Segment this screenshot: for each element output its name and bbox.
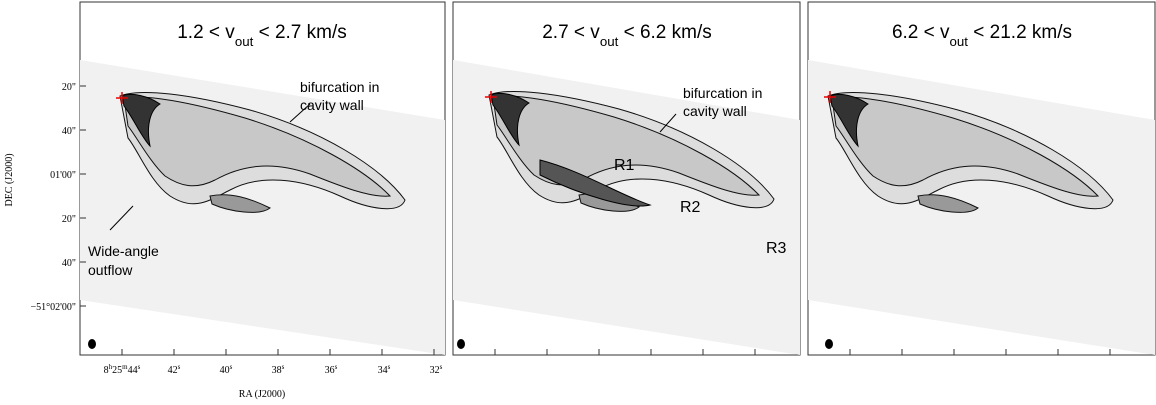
x-tick-label: 42s bbox=[168, 363, 181, 376]
text-part: s bbox=[388, 363, 391, 371]
x-tick-label: 8h25m44s bbox=[104, 363, 141, 376]
text-part: 8 bbox=[104, 365, 109, 376]
text-part: 42 bbox=[168, 365, 178, 376]
source-marker bbox=[485, 91, 497, 103]
text-part: s bbox=[440, 363, 443, 371]
text-part: s bbox=[230, 363, 233, 371]
text-part: 25 bbox=[112, 365, 122, 376]
text-part: out bbox=[235, 34, 254, 49]
text-part: s bbox=[282, 363, 285, 371]
source-marker bbox=[824, 91, 836, 103]
x-tick-label: 38s bbox=[272, 363, 285, 376]
text-part: out bbox=[950, 34, 969, 49]
panel-title: 2.7 < vout < 6.2 km/s bbox=[542, 22, 712, 49]
x-tick-label: 36s bbox=[325, 363, 338, 376]
annotation: outflow bbox=[88, 262, 133, 278]
annotation: R2 bbox=[680, 199, 701, 216]
text-part: s bbox=[138, 363, 141, 371]
text-part: s bbox=[335, 363, 338, 371]
text-part: 34 bbox=[378, 365, 388, 376]
panel bbox=[452, 1, 801, 356]
panel bbox=[79, 1, 446, 356]
arrow bbox=[109, 205, 134, 231]
beam bbox=[825, 339, 833, 349]
text-part: 2.7 < v bbox=[542, 22, 600, 43]
y-tick-label: 40" bbox=[62, 258, 76, 269]
arrow bbox=[659, 113, 677, 133]
text-part: 6.2 < v bbox=[892, 22, 950, 43]
y-tick-label: −51°02'00" bbox=[30, 302, 76, 313]
annotation: R3 bbox=[766, 240, 787, 257]
beam bbox=[457, 339, 465, 349]
text-part: 1.2 < v bbox=[177, 22, 235, 43]
panel-title: 1.2 < vout < 2.7 km/s bbox=[177, 22, 347, 49]
y-tick-label: 20" bbox=[62, 82, 76, 93]
annotation: Wide-angle bbox=[88, 243, 159, 259]
panel bbox=[807, 1, 1156, 356]
x-tick-label: 34s bbox=[378, 363, 391, 376]
annotation: bifurcation in bbox=[300, 79, 379, 95]
source-marker bbox=[116, 92, 128, 104]
text-part: 44 bbox=[128, 365, 138, 376]
x-axis-label: RA (J2000) bbox=[239, 389, 285, 400]
text-part: m bbox=[122, 363, 128, 371]
y-tick-label: 40" bbox=[62, 126, 76, 137]
text-part: s bbox=[178, 363, 181, 371]
annotation: bifurcation in bbox=[683, 85, 762, 101]
x-tick-label: 40s bbox=[220, 363, 233, 376]
arrow bbox=[289, 103, 311, 123]
text-part: 40 bbox=[220, 365, 230, 376]
panel-title: 6.2 < vout < 21.2 km/s bbox=[892, 22, 1072, 49]
text-part: 38 bbox=[272, 365, 282, 376]
annotation: cavity wall bbox=[683, 103, 747, 119]
contours bbox=[539, 159, 652, 207]
x-tick-label: 32s bbox=[430, 363, 443, 376]
y-tick-label: 01'00" bbox=[50, 170, 76, 181]
beam bbox=[88, 339, 96, 349]
text-part: < 21.2 km/s bbox=[968, 22, 1072, 43]
y-axis-label: DEC (J2000) bbox=[4, 153, 15, 206]
y-tick-label: 20" bbox=[62, 214, 76, 225]
text-part: 32 bbox=[430, 365, 440, 376]
text-part: < 6.2 km/s bbox=[618, 22, 711, 43]
text-part: < 2.7 km/s bbox=[253, 22, 346, 43]
annotation: cavity wall bbox=[300, 97, 364, 113]
text-part: out bbox=[600, 34, 619, 49]
text-part: h bbox=[109, 363, 113, 371]
annotation: R1 bbox=[614, 157, 635, 174]
text-part: 36 bbox=[325, 365, 335, 376]
